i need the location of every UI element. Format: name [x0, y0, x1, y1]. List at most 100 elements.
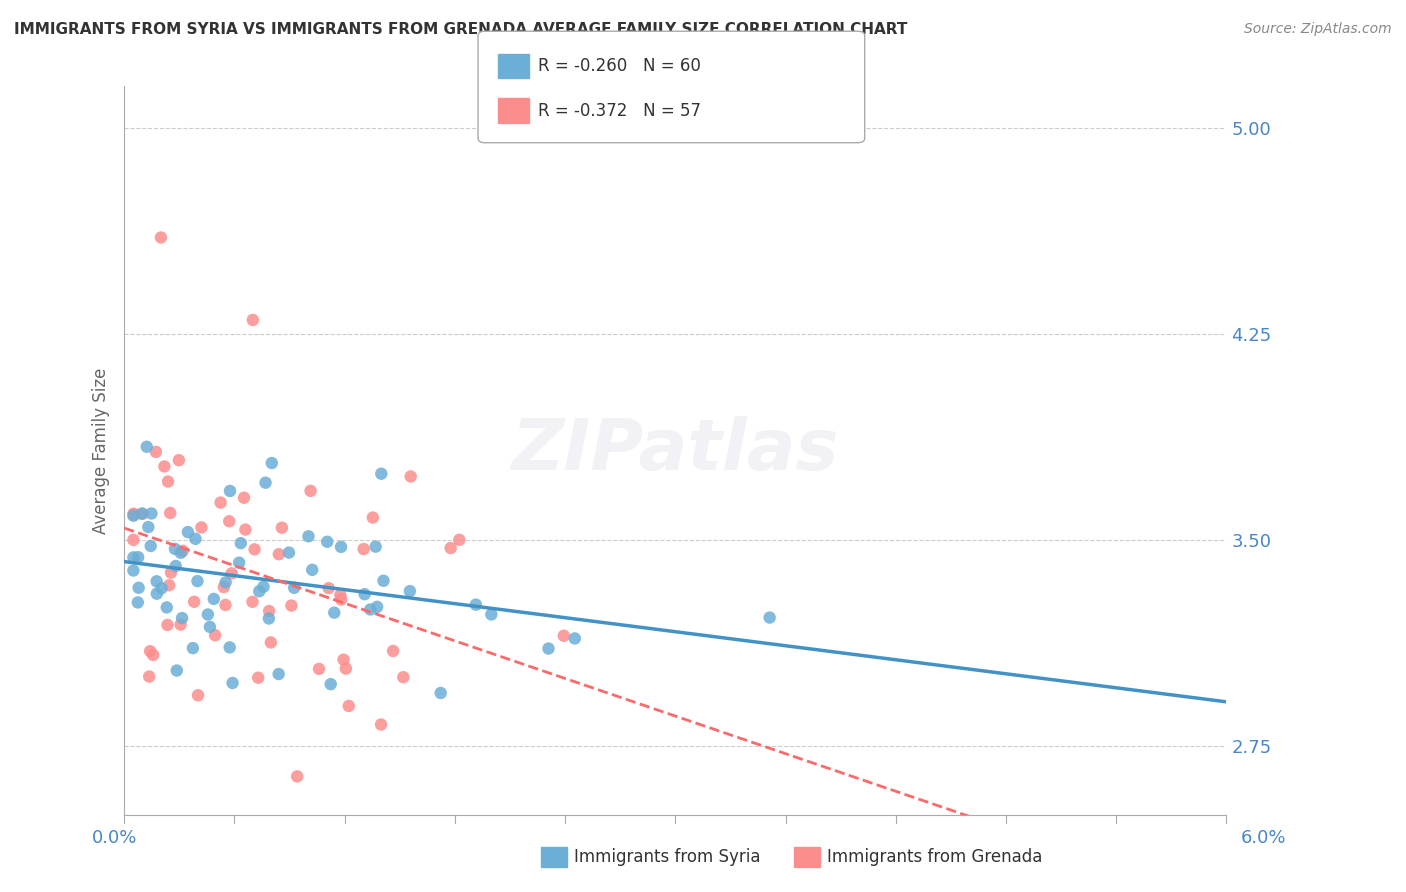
- Point: [204, 628, 226, 642]
- Point: [260, 456, 283, 470]
- Point: [157, 475, 180, 489]
- Point: [218, 640, 240, 655]
- Text: 6.0%: 6.0%: [1241, 830, 1286, 847]
- Point: [278, 545, 301, 559]
- Point: [297, 529, 319, 543]
- Point: [270, 521, 292, 535]
- Point: [202, 591, 225, 606]
- Point: [170, 546, 193, 560]
- Point: [332, 653, 354, 667]
- Point: [242, 595, 264, 609]
- Point: [370, 717, 392, 731]
- Point: [157, 578, 180, 592]
- Point: [177, 525, 200, 540]
- Point: [464, 598, 486, 612]
- Point: [190, 520, 212, 534]
- Point: [159, 506, 181, 520]
- Point: [122, 550, 145, 565]
- Point: [221, 566, 243, 581]
- Point: [187, 688, 209, 702]
- Point: [139, 539, 162, 553]
- Point: [229, 536, 252, 550]
- Text: Immigrants from Grenada: Immigrants from Grenada: [827, 848, 1042, 866]
- Point: [198, 620, 221, 634]
- Point: [537, 641, 560, 656]
- Point: [564, 632, 586, 646]
- Point: [169, 617, 191, 632]
- Point: [122, 564, 145, 578]
- Point: [156, 618, 179, 632]
- Point: [449, 533, 471, 547]
- Point: [146, 587, 169, 601]
- Point: [247, 671, 270, 685]
- Point: [214, 598, 236, 612]
- Point: [122, 508, 145, 523]
- Text: IMMIGRANTS FROM SYRIA VS IMMIGRANTS FROM GRENADA AVERAGE FAMILY SIZE CORRELATION: IMMIGRANTS FROM SYRIA VS IMMIGRANTS FROM…: [14, 22, 907, 37]
- Point: [479, 607, 502, 622]
- Point: [136, 520, 159, 534]
- Point: [131, 507, 153, 521]
- Point: [153, 459, 176, 474]
- Point: [280, 599, 302, 613]
- Point: [166, 664, 188, 678]
- Point: [252, 580, 274, 594]
- Point: [429, 686, 451, 700]
- Point: [172, 611, 194, 625]
- Point: [758, 610, 780, 624]
- Point: [319, 677, 342, 691]
- Point: [359, 602, 381, 616]
- Point: [285, 769, 308, 783]
- Point: [197, 607, 219, 622]
- Point: [142, 648, 165, 662]
- Point: [370, 467, 392, 481]
- Point: [160, 566, 183, 580]
- Text: ZIPatlas: ZIPatlas: [512, 416, 839, 485]
- Point: [323, 606, 346, 620]
- Point: [131, 507, 153, 521]
- Point: [301, 563, 323, 577]
- Point: [124, 508, 146, 522]
- Point: [308, 662, 330, 676]
- Point: [135, 440, 157, 454]
- Point: [254, 475, 277, 490]
- Point: [209, 495, 232, 509]
- Point: [243, 542, 266, 557]
- Point: [353, 587, 375, 601]
- Point: [145, 445, 167, 459]
- Point: [247, 584, 270, 599]
- Point: [553, 629, 575, 643]
- Point: [145, 574, 167, 589]
- Point: [337, 698, 360, 713]
- Point: [373, 574, 395, 588]
- Point: [127, 550, 149, 565]
- Point: [167, 453, 190, 467]
- Point: [235, 523, 257, 537]
- Point: [172, 544, 194, 558]
- Point: [128, 581, 150, 595]
- Point: [139, 644, 162, 658]
- Point: [361, 510, 384, 524]
- Point: [122, 507, 145, 521]
- Y-axis label: Average Family Size: Average Family Size: [93, 368, 110, 533]
- Text: R = -0.372   N = 57: R = -0.372 N = 57: [538, 102, 702, 120]
- Point: [183, 595, 205, 609]
- Text: Immigrants from Syria: Immigrants from Syria: [574, 848, 761, 866]
- Point: [260, 635, 283, 649]
- Point: [318, 581, 340, 595]
- Point: [228, 556, 250, 570]
- Point: [127, 595, 149, 609]
- Text: 0.0%: 0.0%: [91, 830, 136, 847]
- Point: [184, 532, 207, 546]
- Point: [163, 541, 186, 556]
- Point: [921, 863, 943, 877]
- Point: [335, 662, 357, 676]
- Point: [399, 469, 422, 483]
- Point: [267, 667, 290, 681]
- Point: [186, 574, 208, 588]
- Point: [353, 542, 375, 557]
- Point: [257, 604, 280, 618]
- Point: [399, 584, 422, 599]
- Point: [283, 581, 305, 595]
- Point: [218, 514, 240, 528]
- Point: [440, 541, 463, 555]
